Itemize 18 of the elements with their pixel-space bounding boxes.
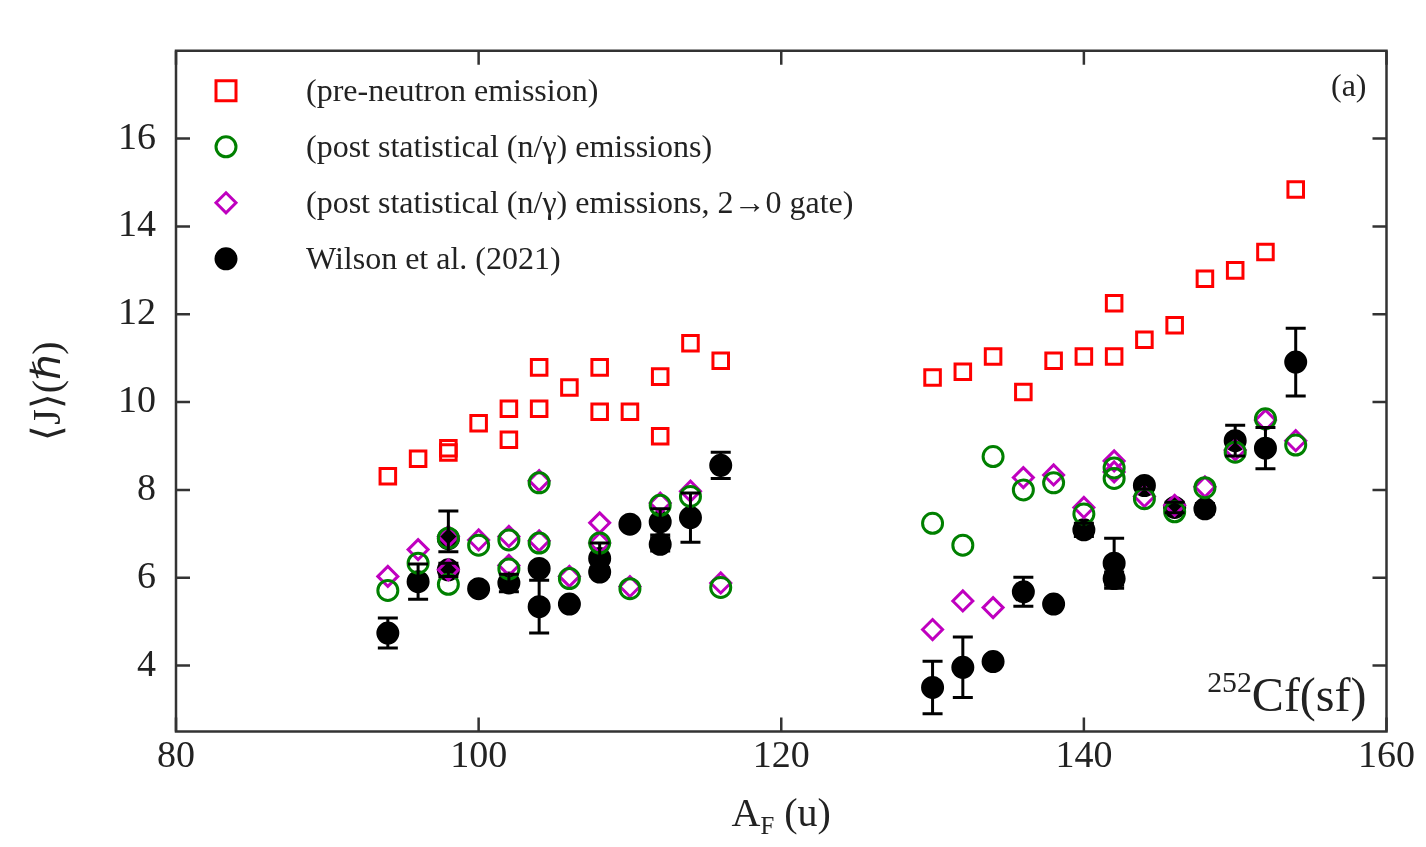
y-tick-label: 4 (137, 641, 156, 684)
x-tick-label: 120 (752, 733, 810, 776)
x-tick-label: 160 (1358, 733, 1415, 776)
y-tick-label: 10 (118, 378, 156, 421)
legend-label: (post statistical (n/γ) emissions, 2→0 gate) (306, 183, 854, 220)
legend-label: (pre-neutron emission) (306, 71, 599, 108)
legend-label: Wilson et al. (2021) (306, 239, 561, 276)
y-axis-title: ⟨J⟩(ℏ) (24, 341, 69, 441)
legend-label: (post statistical (n/γ) emissions) (306, 127, 713, 164)
y-tick-label: 16 (118, 114, 156, 157)
x-tick-label: 100 (450, 733, 508, 776)
annotation: (a) (1330, 66, 1367, 103)
y-tick-label: 8 (137, 465, 156, 508)
x-tick-label: 80 (157, 733, 195, 776)
x-tick-label: 140 (1055, 733, 1113, 776)
y-tick-label: 6 (137, 553, 156, 596)
y-tick-label: 12 (118, 290, 156, 333)
y-tick-label: 14 (118, 202, 156, 245)
